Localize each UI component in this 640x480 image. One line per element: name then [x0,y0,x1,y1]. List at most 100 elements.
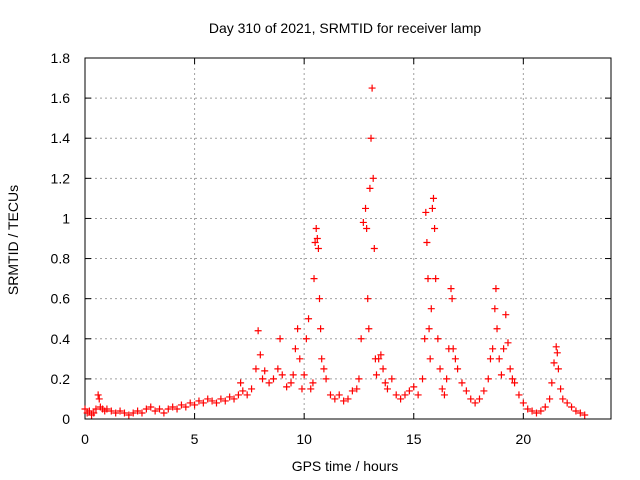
data-point [524,405,532,413]
data-point [486,355,494,363]
data-point [537,407,545,415]
data-point [344,395,352,403]
data-point [425,325,433,333]
data-point [134,407,142,415]
data-point [208,397,216,405]
data-point [182,403,190,411]
data-point [427,305,435,313]
data-point [269,375,277,383]
data-point [576,409,584,417]
data-point [230,395,238,403]
data-point [448,295,456,303]
x-tick-label: 5 [191,431,199,447]
data-point [261,367,269,375]
data-point [85,407,93,415]
data-point [296,355,304,363]
data-point [363,224,371,232]
data-point [375,355,383,363]
data-point [563,399,571,407]
x-tick-label: 15 [406,431,422,447]
data-point [239,387,247,395]
y-tick-label: 1.8 [51,50,71,66]
data-point [383,385,391,393]
data-point [265,379,273,387]
plot-frame [84,57,612,420]
x-tick-label: 10 [296,431,312,447]
data-point [357,335,365,343]
data-point [484,375,492,383]
data-point [447,285,455,293]
data-point [313,235,321,242]
data-point [311,239,319,247]
data-point [397,395,405,403]
data-point [274,365,282,373]
data-point [305,315,313,323]
data-point [283,383,291,391]
data-point [370,245,378,253]
data-point [335,391,343,399]
data-point [379,365,387,373]
data-point [107,407,115,415]
y-tick-label: 0.2 [51,371,71,387]
data-point [424,275,432,283]
data-point [429,194,437,202]
data-point [497,371,505,379]
data-point [318,355,326,363]
data-point [314,245,322,253]
data-point [259,375,267,383]
data-point [548,379,556,387]
x-tick-label: 20 [516,431,532,447]
data-point [553,349,561,357]
data-point [454,365,462,373]
data-point [116,407,124,415]
data-point [120,409,128,417]
data-point [129,409,137,417]
data-point [248,385,256,393]
data-point [125,411,133,419]
data-point [221,397,229,405]
data-point [502,311,510,319]
data-point [568,403,576,411]
data-point [353,385,361,393]
data-point [359,218,367,226]
data-point [112,409,120,417]
data-point [366,184,374,192]
data-point [312,224,320,232]
data-point [287,379,295,387]
data-point [256,351,264,359]
data-point [438,385,446,393]
data-point [511,379,519,387]
data-point [491,305,499,313]
axis-ticks: 0 5 10 15 20 0 0.2 0.4 0.6 0.8 1 1.2 1.4 1.6 1.8 [51,50,611,447]
data-point [365,325,373,333]
data-point [451,355,459,363]
data-point [372,371,380,379]
data-point [289,371,297,379]
data-point [307,385,315,393]
data-point [528,407,536,415]
data-point [331,395,339,403]
data-point [95,395,103,403]
data-point [414,391,422,399]
data-point [348,387,356,395]
data-point [476,395,483,403]
data-point [495,355,503,363]
data-point [405,387,413,395]
data-point [367,134,375,142]
data-point [426,355,434,363]
data-point [421,335,429,343]
data-point [552,343,560,351]
data-point [440,391,448,399]
data-point [508,375,516,383]
data-points [81,84,589,419]
data-point [581,411,589,419]
data-point [369,174,377,182]
data-point [90,409,98,417]
data-point [467,395,475,403]
data-point [443,375,451,383]
data-point [401,391,409,399]
x-axis-title: GPS time / hours [292,458,399,474]
data-point [302,335,310,343]
x-tick-label: 0 [81,431,89,447]
data-point [291,345,299,353]
